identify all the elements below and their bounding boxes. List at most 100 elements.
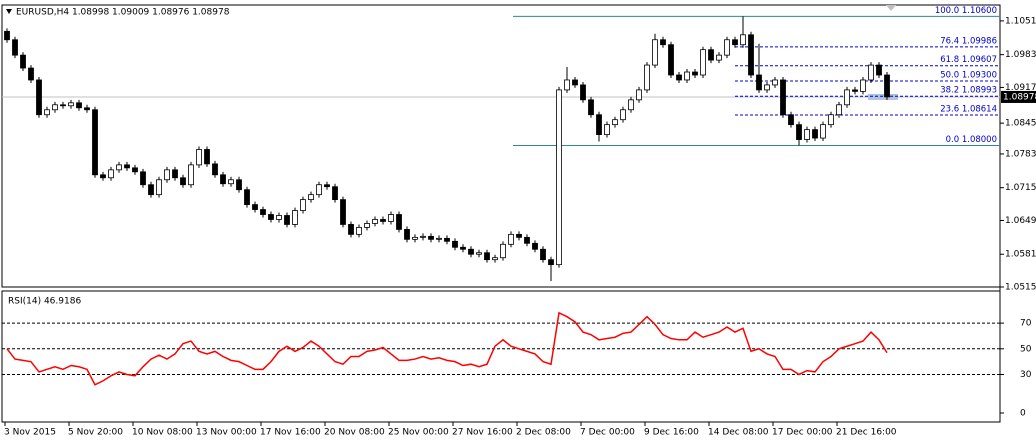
candle-body — [572, 79, 578, 86]
candle-body — [852, 89, 858, 92]
candle-body — [44, 109, 50, 116]
candle-body — [372, 219, 378, 224]
candle-body — [284, 215, 290, 225]
candle-body — [628, 99, 634, 111]
candle-body — [28, 67, 34, 81]
bid-marker — [868, 93, 898, 100]
price-tag-label: 1.08978 — [1003, 92, 1036, 102]
shift-marker — [886, 5, 896, 11]
fib-label: 61.8 1.09607 — [940, 55, 997, 65]
candle-body — [68, 102, 74, 107]
candle-body — [132, 167, 138, 173]
candle-body — [380, 219, 386, 222]
candle-body — [748, 34, 754, 76]
fib-label: 76.4 1.09986 — [940, 36, 997, 46]
candle-body — [100, 174, 106, 179]
candle-body — [780, 79, 786, 116]
candle-body — [836, 104, 842, 116]
candle-body — [316, 184, 322, 196]
candle-body — [724, 39, 730, 56]
candle-body — [244, 189, 250, 205]
y-tick-label: 1.05150 — [1005, 283, 1036, 293]
candle-body — [76, 102, 82, 109]
candle-body — [468, 248, 474, 255]
candle-body — [772, 79, 778, 86]
candle-body — [484, 252, 490, 261]
candle-body — [796, 124, 802, 140]
candle-body — [260, 209, 266, 215]
candle-body — [732, 39, 738, 46]
candle-body — [404, 229, 410, 240]
fib-label: 0.0 1.08000 — [946, 135, 997, 145]
candle-body — [524, 236, 530, 244]
y-tick-label: 1.05810 — [1005, 250, 1036, 260]
y-tick-label: 1.10510 — [1005, 16, 1036, 26]
candle-body — [332, 186, 338, 201]
candle-body — [860, 79, 866, 92]
y-tick-label: 1.07150 — [1005, 183, 1036, 193]
candle-body — [820, 124, 826, 139]
candle-body — [20, 54, 26, 69]
candle-body — [140, 171, 146, 186]
candle-body — [436, 237, 442, 240]
candle-body — [644, 64, 650, 91]
candle-body — [412, 236, 418, 240]
candle-body — [364, 223, 370, 228]
price-tag — [1001, 90, 1036, 103]
candle-body — [452, 240, 458, 248]
candle-body — [508, 233, 514, 245]
y-tick-label: 1.07830 — [1005, 149, 1036, 159]
candle-body — [196, 149, 202, 166]
candle-body — [276, 215, 282, 220]
candle-body — [476, 252, 482, 255]
fib-label: 50.0 1.09300 — [940, 70, 997, 80]
x-tick-label: 13 Nov 00:00 — [196, 428, 257, 438]
candle-body — [844, 89, 850, 106]
candle-body — [540, 248, 546, 261]
candle-body — [36, 79, 42, 116]
y-tick-label: 70 — [1020, 319, 1032, 329]
y-tick-label: 1.08450 — [1005, 119, 1036, 129]
fib-label: 100.0 1.10600 — [935, 6, 997, 16]
candle-body — [828, 114, 834, 126]
candle-body — [396, 214, 402, 230]
candle-body — [12, 39, 18, 56]
candle-body — [92, 109, 98, 176]
x-tick-label: 10 Nov 08:00 — [132, 428, 193, 438]
candle-body — [676, 74, 682, 81]
candle-body — [172, 169, 178, 179]
candle-body — [812, 129, 818, 139]
y-tick-label: 50 — [1020, 344, 1032, 354]
candle-body — [532, 242, 538, 250]
candle-body — [620, 109, 626, 121]
candle-body — [788, 114, 794, 126]
candle-body — [252, 204, 258, 210]
candle-body — [204, 149, 210, 165]
candle-body — [460, 246, 466, 250]
candle-body — [292, 210, 298, 225]
candle-body — [740, 34, 746, 46]
candle-body — [612, 119, 618, 126]
candle-body — [60, 104, 66, 107]
candle-body — [500, 243, 506, 259]
chart-title: EURUSD,H4 1.08998 1.09009 1.08976 1.0897… — [16, 8, 230, 18]
candle-body — [388, 214, 394, 222]
candle-body — [156, 179, 162, 196]
candle-body — [516, 233, 522, 238]
candle-body — [108, 169, 114, 179]
x-tick-label: 2 Dec 08:00 — [516, 428, 571, 438]
candle-body — [876, 64, 882, 76]
y-tick-label: 30 — [1020, 370, 1032, 380]
candle-body — [52, 104, 58, 111]
x-tick-label: 27 Nov 16:00 — [452, 428, 513, 438]
candle-body — [596, 114, 602, 135]
x-tick-label: 21 Dec 16:00 — [836, 428, 897, 438]
candle-body — [588, 99, 594, 116]
x-tick-label: 17 Nov 16:00 — [260, 428, 321, 438]
candle-body — [692, 71, 698, 76]
candle-body — [660, 39, 666, 46]
candle-body — [220, 174, 226, 185]
y-tick-label: 1.09830 — [1005, 50, 1036, 60]
candle-body — [116, 164, 122, 171]
